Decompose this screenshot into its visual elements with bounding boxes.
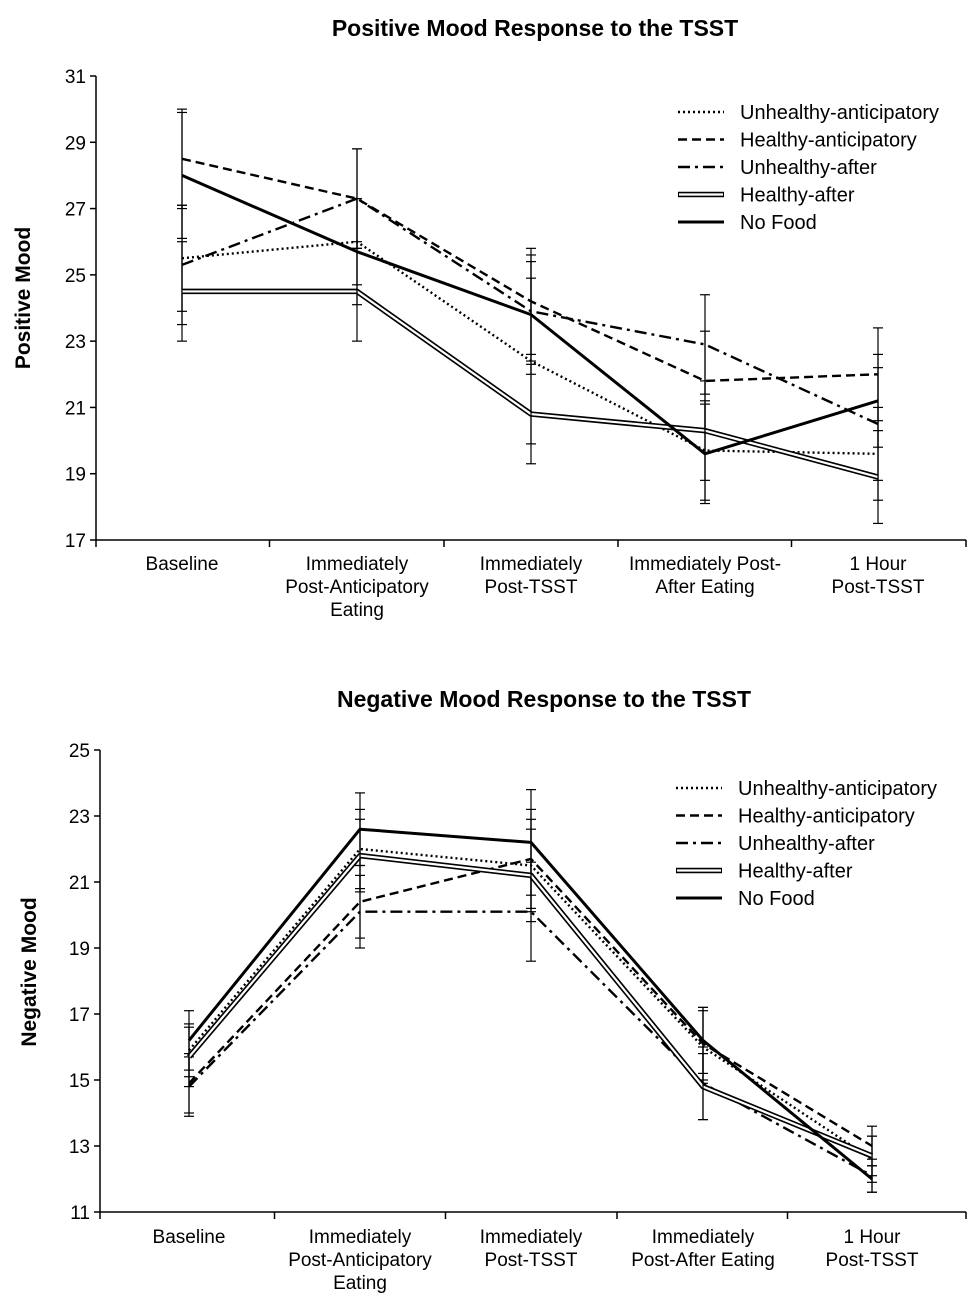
x-category-label-line: Post-Anticipatory	[285, 577, 429, 598]
series-line-unhealthy-anticipatory	[181, 240, 879, 456]
y-tick-label: 25	[65, 266, 86, 287]
x-category-label-line: After Eating	[655, 577, 754, 598]
x-category-label-line: Post-TSST	[832, 577, 925, 598]
legend-label: Healthy-after	[740, 185, 855, 207]
x-category-label-line: Post-TSST	[826, 1250, 919, 1271]
legend-label: Healthy-anticipatory	[740, 130, 917, 152]
series-line-healthy-after-inner	[182, 290, 879, 479]
x-category-label-line: Post-TSST	[485, 577, 578, 598]
x-category-label-line: Post-TSST	[485, 1250, 578, 1271]
y-tick-label: 19	[69, 939, 90, 960]
chart-title: Negative Mood Response to the TSST	[337, 686, 751, 712]
y-tick-label: 15	[69, 1071, 90, 1092]
x-category-label-line: Immediately	[652, 1227, 755, 1248]
x-category-label-line: Immediately	[480, 1227, 583, 1248]
x-category-label-line: Baseline	[146, 554, 219, 575]
chart-title: Positive Mood Response to the TSST	[332, 15, 738, 41]
y-tick-label: 27	[65, 200, 86, 221]
legend-label: Unhealthy-anticipatory	[738, 778, 937, 800]
y-tick-label: 17	[65, 531, 86, 552]
x-category-label: 1 Hour Post-TSST	[826, 1227, 919, 1271]
x-category-label-line: Eating	[333, 1273, 387, 1294]
y-tick-label: 11	[70, 1203, 90, 1224]
x-category-label-line: Baseline	[153, 1227, 226, 1248]
y-tick-label: 21	[69, 873, 90, 894]
y-tick-label: 25	[69, 741, 90, 762]
legend-label: Healthy-after	[738, 861, 853, 883]
x-category-label-line: Immediately Post-	[629, 554, 781, 575]
x-category-label: 1 Hour Post-TSST	[832, 554, 925, 598]
x-category-label-line: 1 Hour	[843, 1227, 901, 1248]
x-category-label-line: Post-Anticipatory	[288, 1250, 432, 1271]
x-category-label: Baseline	[153, 1227, 226, 1248]
y-axis-label: Positive Mood	[12, 227, 35, 369]
x-category-label: Immediately Post-Anticipatory Eating	[285, 554, 429, 621]
y-tick-label: 13	[69, 1137, 90, 1158]
y-tick-label: 29	[65, 133, 86, 154]
x-category-label: Immediately Post-TSST	[480, 554, 583, 598]
legend-label: Unhealthy-anticipatory	[740, 102, 939, 124]
legend-label: Unhealthy-after	[740, 157, 877, 179]
legend-label: No Food	[740, 212, 817, 234]
x-category-label-line: 1 Hour	[849, 554, 907, 575]
x-category-label: Baseline	[146, 554, 219, 575]
x-category-label-line: Eating	[330, 600, 384, 621]
x-category-label: Immediately Post-After Eating	[629, 554, 781, 598]
y-axis-label: Negative Mood	[18, 897, 41, 1046]
x-category-label-line: Immediately	[309, 1227, 412, 1248]
legend-label: Healthy-anticipatory	[738, 806, 915, 828]
x-category-label: Immediately Post-After Eating	[631, 1227, 775, 1271]
y-tick-label: 23	[69, 807, 90, 828]
positive-mood-chart: Positive Mood Response to the TSST Positi…	[12, 15, 967, 621]
y-tick-label: 17	[69, 1005, 90, 1026]
legend-label: Unhealthy-after	[738, 833, 875, 855]
y-tick-label: 19	[65, 465, 86, 486]
y-tick-label: 31	[65, 67, 86, 88]
y-tick-label: 23	[65, 332, 86, 353]
negative-mood-chart: Negative Mood Response to the TSST Negati…	[18, 686, 967, 1294]
legend-label: No Food	[738, 888, 815, 910]
y-tick-label: 21	[65, 398, 86, 419]
x-category-label-line: Post-After Eating	[631, 1250, 775, 1271]
x-category-label-line: Immediately	[306, 554, 409, 575]
x-category-label: Immediately Post-TSST	[480, 1227, 583, 1271]
x-category-label-line: Immediately	[480, 554, 583, 575]
x-category-label: Immediately Post-Anticipatory Eating	[288, 1227, 432, 1294]
